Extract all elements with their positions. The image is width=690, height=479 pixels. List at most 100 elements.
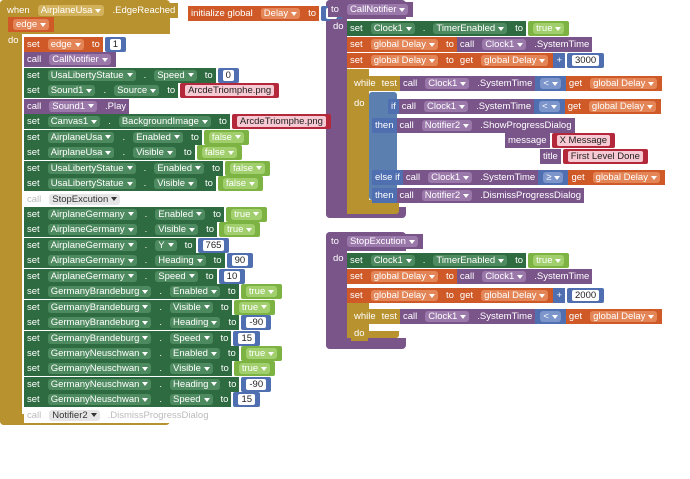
dropdown-field[interactable]: false (201, 147, 237, 159)
dropdown-field[interactable]: Enabled (133, 131, 183, 143)
dropdown-field[interactable]: true (238, 301, 271, 313)
block-label: set (350, 290, 363, 301)
dropdown-field[interactable]: GermanyBrandeburg (47, 317, 152, 329)
dropdown-field[interactable]: UsaLibertyStatue (47, 162, 136, 174)
dropdown-field[interactable]: global Delay (370, 271, 438, 282)
dropdown-field[interactable]: global Delay (588, 101, 657, 112)
dropdown-field[interactable]: Speed (170, 332, 213, 344)
dropdown-field[interactable]: Clock1 (482, 271, 527, 282)
block-row: set AirplaneUsa. Visible to false (24, 145, 242, 161)
dropdown-field[interactable]: Visible (154, 178, 198, 190)
dropdown-field[interactable]: Sound1 (47, 85, 96, 97)
dropdown-field[interactable]: Enabled (154, 162, 205, 174)
block-piece: global Delay (585, 309, 663, 324)
dropdown-field[interactable]: CallNotifier (346, 4, 409, 15)
dropdown-field[interactable]: edge (13, 19, 50, 30)
dropdown-field[interactable]: true (533, 255, 565, 266)
dropdown-field[interactable]: true (533, 23, 565, 34)
dropdown-field[interactable]: < (540, 78, 561, 89)
dropdown-field[interactable]: Enabled (155, 208, 206, 220)
block-piece: global Delay (365, 53, 443, 68)
dropdown-field[interactable]: Source (114, 85, 160, 97)
dropdown-field[interactable]: AirplaneGermany (47, 255, 137, 267)
dropdown-field[interactable]: Speed (155, 270, 198, 282)
dropdown-field[interactable]: Enabled (170, 348, 220, 359)
dropdown-field[interactable]: UsaLibertyStatue (47, 178, 136, 190)
dropdown-field[interactable]: Speed (154, 69, 197, 81)
dropdown-field[interactable]: true (245, 348, 278, 359)
dropdown-field[interactable]: < (539, 101, 560, 112)
dropdown-field[interactable]: false (230, 162, 266, 174)
dropdown-field[interactable]: AirplaneGermany (47, 224, 137, 236)
dropdown-field[interactable]: GermanyBrandeburg (47, 286, 152, 298)
dropdown-field[interactable]: global Delay (590, 311, 658, 322)
dropdown-field[interactable]: Visible (170, 363, 213, 375)
dropdown-field[interactable]: TimerEnabled (433, 255, 508, 266)
block-piece: to (305, 6, 320, 21)
dropdown-field[interactable]: Visible (170, 301, 213, 313)
dropdown-field[interactable]: AirplaneUsa (47, 131, 115, 143)
dropdown-field[interactable]: Heading (170, 378, 221, 390)
dropdown-field[interactable]: BackgroundImage (118, 116, 211, 128)
dropdown-field[interactable]: Y (155, 239, 177, 251)
dropdown-field[interactable]: Heading (170, 317, 221, 329)
dropdown-field[interactable]: Clock1 (370, 255, 415, 266)
dropdown-field[interactable]: AirplaneGermany (47, 239, 137, 251)
dropdown-field[interactable]: GermanyNeuschwan (47, 363, 152, 375)
block-piece: < (535, 76, 566, 91)
dropdown-field[interactable]: true (231, 208, 263, 220)
dropdown-field[interactable]: true (245, 286, 278, 298)
dropdown-field[interactable]: false (222, 178, 259, 190)
block-piece: set (347, 37, 366, 52)
dropdown-field[interactable]: Speed (170, 394, 213, 406)
dropdown-field[interactable]: StopExcution (49, 193, 121, 205)
dropdown-field[interactable]: Notifier2 (421, 120, 473, 131)
dropdown-field[interactable]: global Delay (370, 290, 438, 301)
dropdown-field[interactable]: GermanyNeuschwan (47, 378, 152, 390)
dropdown-field[interactable]: Canvas1 (47, 116, 101, 128)
dropdown-field[interactable]: Enabled (170, 286, 220, 298)
block-label: to (167, 85, 176, 97)
dropdown-field[interactable]: Delay (260, 8, 301, 19)
dropdown-field[interactable]: global Delay (370, 55, 438, 66)
dropdown-field[interactable]: UsaLibertyStatue (47, 69, 136, 81)
dropdown-field[interactable]: AirplaneGermany (47, 270, 137, 282)
dropdown-field[interactable]: global Delay (481, 55, 549, 66)
dropdown-field[interactable]: CallNotifier (49, 54, 111, 66)
dropdown-field[interactable]: < (540, 311, 561, 322)
dropdown-field[interactable]: Clock1 (428, 172, 473, 183)
dropdown-field[interactable]: Visible (155, 224, 199, 236)
dropdown-field[interactable]: global Delay (481, 290, 549, 301)
dropdown-field[interactable]: StopExcution (346, 236, 418, 247)
block-piece: set (24, 67, 43, 83)
dropdown-field[interactable]: Clock1 (425, 78, 470, 89)
dropdown-field[interactable]: global Delay (590, 78, 658, 89)
dropdown-field[interactable]: Visible (133, 147, 176, 159)
dropdown-field[interactable]: Clock1 (482, 39, 527, 50)
dropdown-field[interactable]: Heading (155, 255, 206, 267)
dropdown-field[interactable]: true (224, 224, 256, 236)
dropdown-field[interactable]: AirplaneUsa (37, 5, 105, 16)
dropdown-field[interactable]: GermanyBrandeburg (47, 301, 152, 313)
dropdown-field[interactable]: edge (47, 39, 84, 50)
dropdown-field[interactable]: Notifier2 (49, 409, 100, 421)
dropdown-field[interactable]: Clock1 (424, 101, 469, 112)
dropdown-field[interactable]: Clock1 (370, 23, 415, 34)
dropdown-field[interactable]: GermanyBrandeburg (47, 332, 152, 344)
dropdown-field[interactable]: Sound1 (49, 100, 98, 112)
dropdown-field[interactable]: false (208, 131, 244, 143)
block-piece: .ShowProgressDialog (477, 118, 575, 133)
dropdown-field[interactable]: Notifier2 (421, 190, 473, 201)
dropdown-field[interactable]: true (238, 363, 271, 375)
dropdown-field[interactable]: GermanyNeuschwan (47, 394, 152, 406)
dropdown-field[interactable]: ≥ (543, 172, 564, 183)
dropdown-field[interactable]: Clock1 (425, 311, 470, 322)
block-label: call (27, 54, 42, 66)
dropdown-field[interactable]: global Delay (370, 39, 438, 50)
dropdown-field[interactable]: AirplaneGermany (47, 208, 137, 220)
dropdown-field[interactable]: GermanyNeuschwan (47, 348, 152, 359)
block-row: set UsaLibertyStatue. Speed to 0 (24, 67, 239, 83)
dropdown-field[interactable]: AirplaneUsa (47, 147, 115, 159)
dropdown-field[interactable]: TimerEnabled (433, 23, 508, 34)
dropdown-field[interactable]: global Delay (592, 172, 660, 183)
